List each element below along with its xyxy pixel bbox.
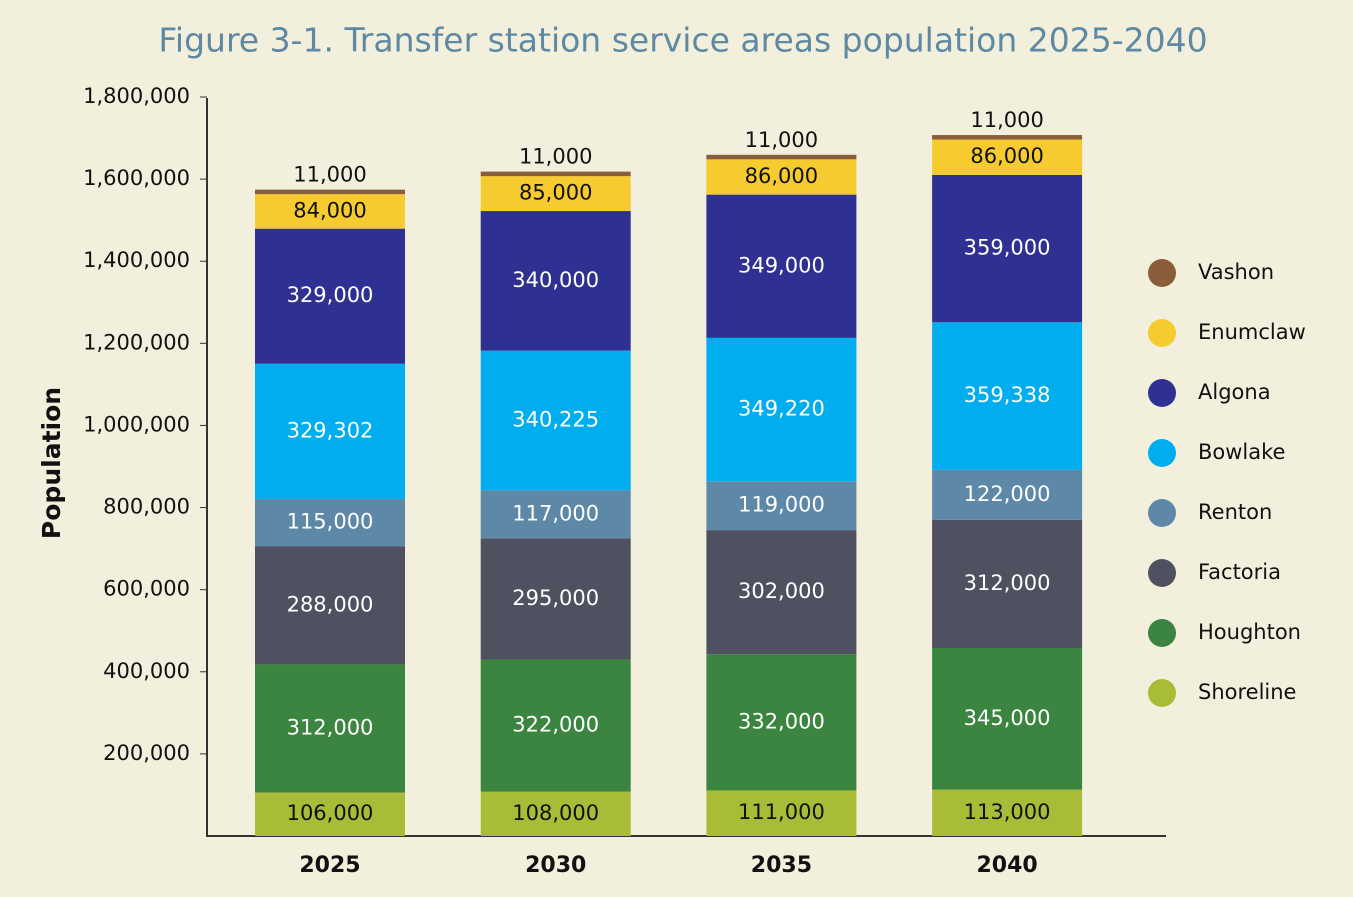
bar-segment: [932, 519, 1083, 648]
data-label: 84,000: [293, 198, 366, 222]
x-tick-label: 2035: [751, 853, 812, 878]
bar-segment: [480, 211, 631, 351]
data-label: 332,000: [738, 709, 825, 733]
bar-segment: [480, 490, 631, 539]
legend-label: Bowlake: [1198, 440, 1285, 464]
x-tick-label: 2040: [976, 853, 1037, 878]
legend-swatch: [1148, 619, 1176, 647]
legend-label: Factoria: [1198, 560, 1281, 584]
data-label: 111,000: [738, 800, 825, 824]
data-label: 359,338: [964, 383, 1051, 407]
data-label: 322,000: [512, 713, 599, 737]
data-label: 302,000: [738, 579, 825, 603]
bar-segment: [255, 792, 405, 836]
data-label: 340,000: [512, 268, 599, 292]
bar-segment: [932, 647, 1083, 790]
data-label: 349,220: [738, 397, 825, 421]
data-label: 349,000: [738, 253, 825, 277]
y-tick-label: 1,800,000: [83, 84, 190, 108]
bar-segment: [255, 228, 405, 364]
bar-segment: [255, 546, 405, 665]
data-label: 312,000: [287, 715, 374, 739]
bar-segment: [932, 469, 1083, 520]
bar-segment: [706, 481, 857, 531]
data-label: 86,000: [745, 164, 818, 188]
data-label: 359,000: [964, 236, 1051, 260]
data-label: 11,000: [745, 128, 818, 152]
data-label: 340,225: [512, 407, 599, 431]
bar-segment: [480, 176, 631, 212]
legend-swatch: [1148, 439, 1176, 467]
bar-segment: [706, 654, 857, 791]
y-tick-label: 200,000: [103, 741, 190, 765]
bar-segment: [480, 791, 631, 836]
bar-segment: [480, 659, 631, 792]
y-tick-label: 800,000: [103, 495, 190, 519]
y-tick-label: 600,000: [103, 577, 190, 601]
bar-segment: [255, 498, 405, 547]
bar-segment: [255, 363, 405, 499]
data-label: 329,000: [287, 283, 374, 307]
x-tick-label: 2025: [299, 853, 360, 878]
y-tick-label: 1,400,000: [83, 248, 190, 272]
data-label: 117,000: [512, 501, 599, 525]
chart-title: Figure 3-1. Transfer station service are…: [158, 21, 1207, 60]
legend-swatch: [1148, 679, 1176, 707]
bar-segment: [932, 789, 1083, 836]
data-label: 312,000: [964, 571, 1051, 595]
x-tick-label: 2030: [525, 853, 586, 878]
bar-segment: [932, 174, 1083, 323]
data-label: 11,000: [293, 163, 366, 187]
data-label: 11,000: [519, 145, 592, 169]
bar-segment: [706, 337, 857, 482]
bar-segment: [480, 538, 631, 660]
bar-segment: [706, 530, 857, 655]
legend-label: Houghton: [1198, 620, 1301, 644]
bar-segment: [255, 194, 405, 229]
bar-segment: [480, 171, 631, 177]
bar-segment: [932, 322, 1083, 470]
data-label: 85,000: [519, 181, 592, 205]
data-label: 295,000: [512, 586, 599, 610]
bar-segment: [706, 194, 857, 338]
data-label: 119,000: [738, 493, 825, 517]
bar-segment: [932, 135, 1083, 140]
bar-segment: [480, 350, 631, 491]
y-tick-label: 1,600,000: [83, 166, 190, 190]
bar-segment: [706, 159, 857, 195]
bar-segment: [255, 189, 405, 195]
data-label: 288,000: [287, 592, 374, 616]
data-label: 122,000: [964, 482, 1051, 506]
data-label: 11,000: [970, 108, 1043, 132]
data-label: 108,000: [512, 801, 599, 825]
bar-segment: [706, 790, 857, 836]
legend-swatch: [1148, 559, 1176, 587]
legend-label: Renton: [1198, 500, 1272, 524]
bar-segment: [706, 154, 857, 160]
data-label: 86,000: [970, 144, 1043, 168]
data-label: 115,000: [287, 510, 374, 534]
legend-swatch: [1148, 499, 1176, 527]
bar-segment: [932, 139, 1083, 175]
legend-swatch: [1148, 319, 1176, 347]
y-tick-label: 1,000,000: [83, 412, 190, 436]
data-label: 329,302: [287, 418, 374, 442]
legend-swatch: [1148, 259, 1176, 287]
legend-swatch: [1148, 379, 1176, 407]
legend-label: Shoreline: [1198, 680, 1296, 704]
data-label: 113,000: [964, 800, 1051, 824]
y-tick-label: 400,000: [103, 659, 190, 683]
legend-label: Vashon: [1198, 260, 1274, 284]
y-axis-label: Population: [37, 387, 66, 539]
data-label: 106,000: [287, 801, 374, 825]
legend-label: Algona: [1198, 380, 1271, 404]
data-label: 345,000: [964, 706, 1051, 730]
y-tick-label: 1,200,000: [83, 330, 190, 354]
bar-segment: [255, 664, 405, 793]
legend-label: Enumclaw: [1198, 320, 1306, 344]
